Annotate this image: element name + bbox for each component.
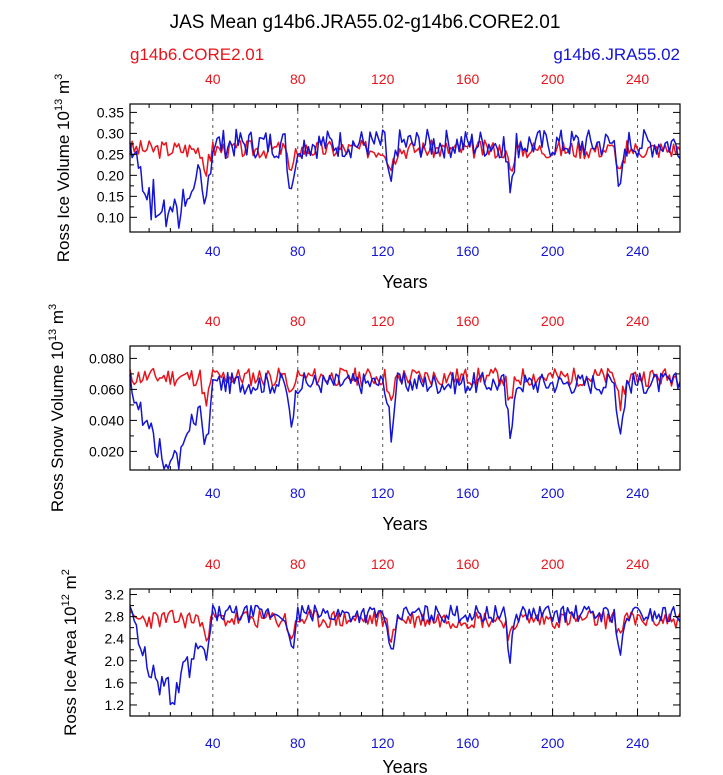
y-tick-label: 0.080 bbox=[89, 350, 124, 366]
x-tick-label-bottom: 120 bbox=[371, 485, 395, 501]
x-tick-label-bottom: 160 bbox=[456, 485, 480, 501]
x-tick-label-top: 40 bbox=[205, 313, 221, 329]
x-tick-label-top: 120 bbox=[371, 71, 395, 87]
x-tick-label-bottom: 240 bbox=[626, 243, 650, 259]
x-tick-label-top: 160 bbox=[456, 556, 480, 572]
y-tick-label: 1.2 bbox=[105, 697, 125, 713]
x-tick-label-bottom: 80 bbox=[290, 485, 306, 501]
x-tick-label-top: 80 bbox=[290, 313, 306, 329]
y-tick-label: 0.10 bbox=[97, 209, 124, 225]
x-tick-label-bottom: 200 bbox=[541, 485, 565, 501]
x-tick-label-bottom: 40 bbox=[205, 243, 221, 259]
x-tick-label-top: 240 bbox=[626, 313, 650, 329]
series-line-jra bbox=[129, 371, 681, 470]
x-tick-label-top: 160 bbox=[456, 313, 480, 329]
x-tick-label-top: 120 bbox=[371, 313, 395, 329]
y-axis-label: Ross Ice Area 1012 m2 bbox=[60, 569, 80, 736]
y-axis-label: Ross Snow Volume 1013 m3 bbox=[47, 304, 67, 512]
x-tick-label-top: 240 bbox=[626, 556, 650, 572]
y-tick-label: 0.20 bbox=[97, 167, 124, 183]
x-tick-label-top: 40 bbox=[205, 71, 221, 87]
y-tick-label: 2.8 bbox=[105, 609, 125, 625]
plot-frame bbox=[129, 345, 681, 471]
x-tick-label-bottom: 40 bbox=[205, 485, 221, 501]
x-tick-label-top: 80 bbox=[290, 71, 306, 87]
chart-title: JAS Mean g14b6.JRA55.02-g14b6.CORE2.01 bbox=[170, 12, 561, 33]
legend-core: g14b6.CORE2.01 bbox=[130, 45, 264, 64]
y-tick-label: 0.15 bbox=[97, 188, 124, 204]
x-tick-label-top: 40 bbox=[205, 556, 221, 572]
x-tick-label-bottom: 200 bbox=[541, 243, 565, 259]
x-tick-label-top: 80 bbox=[290, 556, 306, 572]
series-line-jra bbox=[129, 604, 681, 706]
plot-frame bbox=[129, 103, 681, 233]
y-tick-label: 0.30 bbox=[97, 125, 124, 141]
y-tick-label: 0.040 bbox=[89, 412, 124, 428]
x-axis-label: Years bbox=[382, 757, 427, 775]
x-tick-label-top: 200 bbox=[541, 556, 565, 572]
x-tick-label-top: 240 bbox=[626, 71, 650, 87]
panel-snow: 0.020 0.040 0.060 0.080 40 40 80 80 120 120 160 160… bbox=[47, 304, 681, 534]
x-tick-label-bottom: 40 bbox=[205, 735, 221, 751]
series-line-core bbox=[129, 367, 680, 412]
x-tick-label-top: 200 bbox=[541, 313, 565, 329]
x-tick-label-bottom: 120 bbox=[371, 243, 395, 259]
y-axis-label: Ross Ice Volume 1013 m3 bbox=[53, 74, 73, 262]
legend-jra: g14b6.JRA55.02 bbox=[553, 45, 680, 64]
x-tick-label-bottom: 80 bbox=[290, 243, 306, 259]
series-line-jra bbox=[129, 128, 681, 229]
y-tick-label: 2.4 bbox=[105, 631, 125, 647]
y-tick-label: 2.0 bbox=[105, 653, 125, 669]
plot-frame bbox=[129, 588, 681, 717]
x-tick-label-bottom: 240 bbox=[626, 735, 650, 751]
panel-volume: 0.10 0.15 0.20 0.25 0.30 0.35 40 40 80 80 120 120 16… bbox=[53, 71, 681, 292]
x-axis-label: Years bbox=[382, 272, 427, 292]
x-tick-label-bottom: 160 bbox=[456, 735, 480, 751]
y-tick-label: 1.6 bbox=[105, 675, 125, 691]
x-tick-label-bottom: 240 bbox=[626, 485, 650, 501]
y-tick-label: 0.020 bbox=[89, 443, 124, 459]
x-tick-label-top: 120 bbox=[371, 556, 395, 572]
y-tick-label: 0.060 bbox=[89, 381, 124, 397]
y-tick-label: 3.2 bbox=[105, 587, 125, 603]
panel-area: 1.2 1.6 2.0 2.4 2.8 3.2 40 40 80 80 120 120 160 160 20… bbox=[60, 556, 681, 775]
x-tick-label-top: 200 bbox=[541, 71, 565, 87]
y-tick-label: 0.35 bbox=[97, 104, 124, 120]
x-tick-label-bottom: 120 bbox=[371, 735, 395, 751]
x-tick-label-bottom: 80 bbox=[290, 735, 306, 751]
x-tick-label-bottom: 200 bbox=[541, 735, 565, 751]
x-axis-label: Years bbox=[382, 514, 427, 534]
x-tick-label-bottom: 160 bbox=[456, 243, 480, 259]
y-tick-label: 0.25 bbox=[97, 146, 124, 162]
x-tick-label-top: 160 bbox=[456, 71, 480, 87]
